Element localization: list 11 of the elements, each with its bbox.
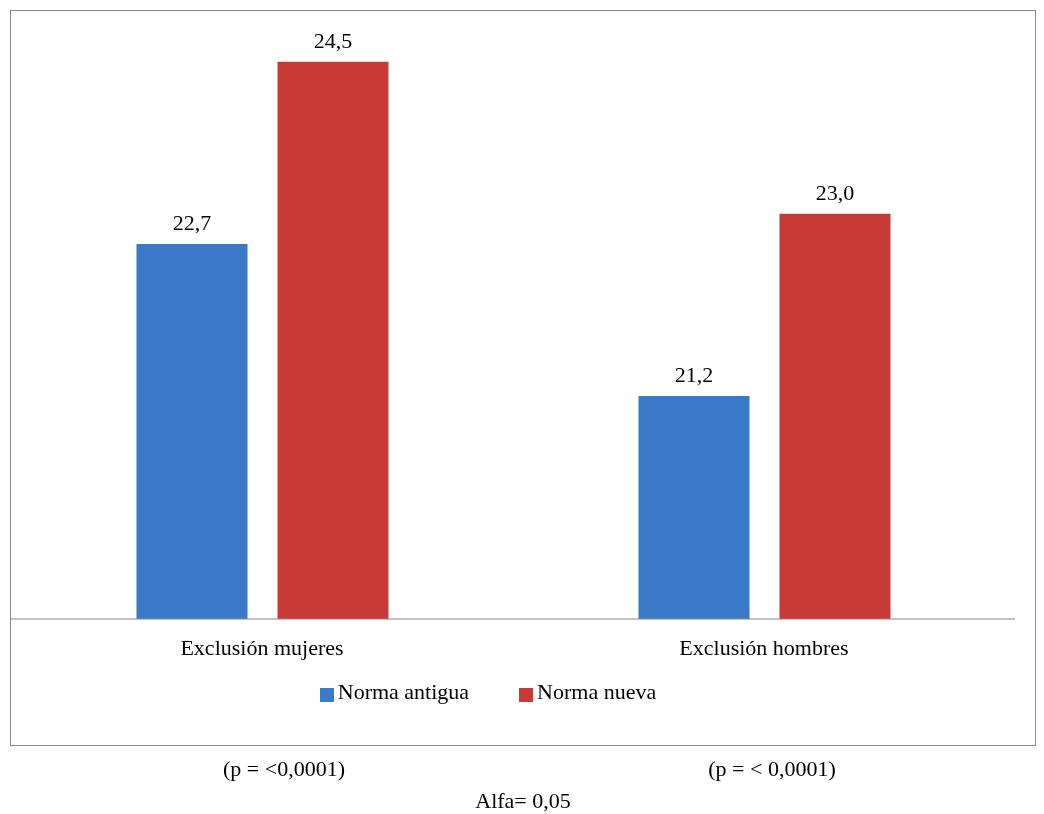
legend-label: Norma antigua	[337, 679, 470, 704]
data-label: 21,2	[674, 362, 714, 388]
data-label: 23,0	[815, 179, 855, 205]
data-label: 22,7	[172, 210, 212, 236]
x-tick-label: Exclusión hombres	[679, 634, 849, 660]
text: Alfa= 0,05	[474, 788, 572, 814]
text: (p = < 0,0001)	[707, 756, 837, 782]
text: (p = <0,0001)	[222, 756, 346, 782]
legend-label: Norma nueva	[537, 679, 657, 704]
x-tick-label: Exclusión mujeres	[180, 634, 344, 660]
data-label: 24,5	[313, 27, 353, 53]
